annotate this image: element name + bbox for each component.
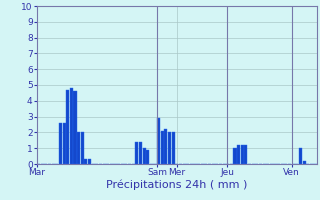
Bar — [66, 90, 69, 164]
Bar — [168, 132, 171, 164]
Bar — [70, 88, 73, 164]
Bar — [233, 148, 236, 164]
Bar — [59, 123, 62, 164]
Bar — [139, 142, 142, 164]
Bar — [164, 129, 167, 164]
Bar — [73, 91, 76, 164]
Bar — [62, 123, 66, 164]
Bar — [77, 132, 80, 164]
Bar — [146, 150, 149, 164]
Bar — [237, 145, 240, 164]
Bar — [244, 145, 247, 164]
X-axis label: Précipitations 24h ( mm ): Précipitations 24h ( mm ) — [106, 180, 247, 190]
Bar — [172, 132, 175, 164]
Bar — [161, 131, 164, 164]
Bar — [302, 161, 306, 164]
Bar — [84, 159, 87, 164]
Bar — [142, 148, 146, 164]
Bar — [88, 159, 91, 164]
Bar — [157, 118, 160, 164]
Bar — [135, 142, 138, 164]
Bar — [299, 148, 302, 164]
Bar — [241, 145, 244, 164]
Bar — [81, 132, 84, 164]
